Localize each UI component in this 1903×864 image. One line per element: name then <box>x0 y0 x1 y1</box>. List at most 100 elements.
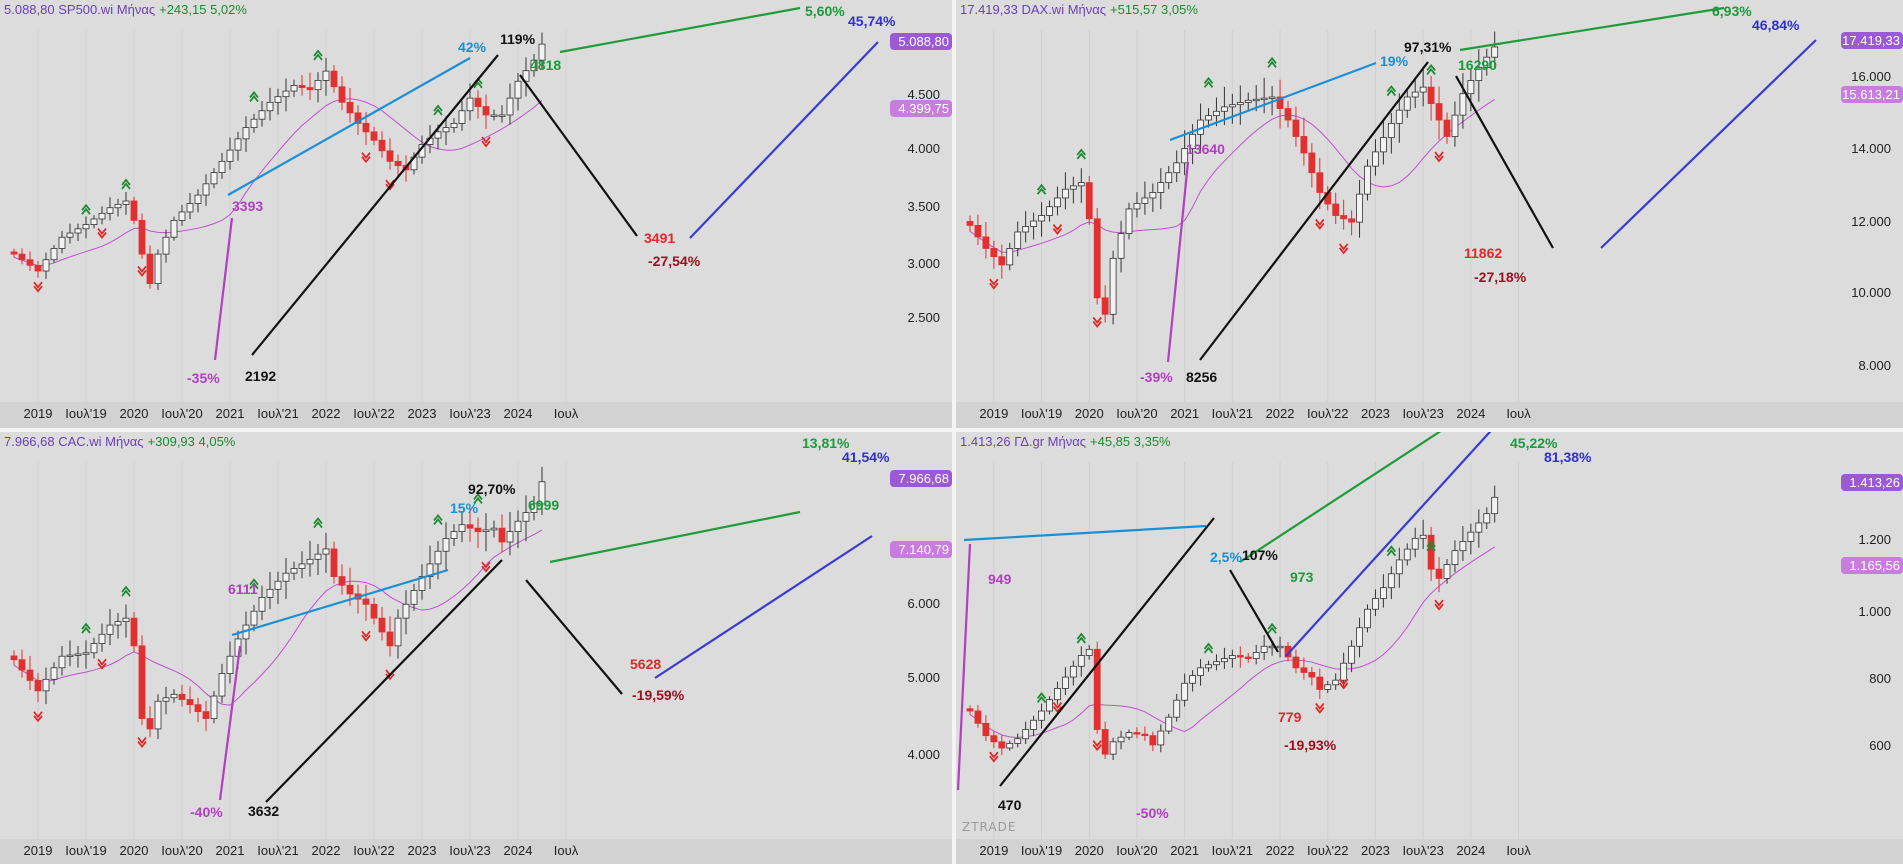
up-candle <box>1483 513 1491 524</box>
up-candle <box>1356 627 1363 647</box>
trough-down-chevron-icon <box>1092 740 1102 752</box>
up-candle <box>98 633 106 644</box>
x-tick-label: Ιουλ'19 <box>65 406 106 421</box>
trough-down-chevron-icon <box>97 658 107 670</box>
down-candle <box>1443 119 1451 137</box>
down-candle <box>1300 136 1308 154</box>
chart-annotation-label: 41,54% <box>842 449 890 465</box>
peak-up-chevron-icon <box>1203 76 1214 88</box>
chart-annotation-label: 2,5% <box>1210 549 1242 565</box>
up-candle <box>450 531 458 539</box>
down-candle <box>990 735 998 743</box>
x-tick-label: 2023 <box>408 843 437 858</box>
trough-down-chevron-icon <box>1338 678 1349 690</box>
athex-chart: 2019 Ιουλ'19 2020 Ιουλ'20 2021 Ιουλ'21 2022 Ιου… <box>956 432 1903 864</box>
down-candle <box>10 251 18 255</box>
cac-chart: 2019 Ιουλ'19 2020 Ιουλ'20 2021 Ιουλ'21 2022 Ιου… <box>0 435 952 864</box>
up-candle <box>154 253 162 285</box>
peak-up-chevron-icon <box>313 517 323 529</box>
trough-down-chevron-icon <box>97 227 107 239</box>
x-tick-label: 2024 <box>504 406 533 421</box>
x-tick-label: Ιουλ <box>1506 843 1531 858</box>
trend-line <box>251 54 499 356</box>
athex-title: 1.413,26 ΓΔ.gr Μήνας <box>960 434 1087 449</box>
trend-line <box>559 6 801 54</box>
peak-up-chevron-icon <box>1036 692 1047 704</box>
chart-annotation-label: 45,22% <box>1510 435 1558 451</box>
up-candle <box>1340 662 1348 681</box>
trend-line <box>1600 39 1817 249</box>
up-candle <box>1046 699 1053 712</box>
x-tick-label: 2019 <box>24 843 53 858</box>
chart-annotation-label: 5628 <box>630 656 661 672</box>
moving-average-line <box>13 98 543 267</box>
up-candle <box>1451 114 1459 137</box>
trend-line <box>1239 432 1442 563</box>
chart-annotation-label: 3393 <box>232 198 263 214</box>
athex-chart-panel[interactable]: 2019 Ιουλ'19 2020 Ιουλ'20 2021 Ιουλ'21 2022 Ιου… <box>956 432 1903 864</box>
ztrade-watermark: ZTRADE <box>962 820 1017 834</box>
up-candle <box>1324 684 1332 690</box>
up-candle <box>514 80 522 99</box>
up-candle <box>1395 559 1403 575</box>
up-candle <box>1205 664 1212 669</box>
up-candle <box>522 512 530 522</box>
down-candle <box>26 259 34 266</box>
up-candle <box>1038 710 1045 721</box>
up-candle <box>258 596 266 612</box>
up-candle <box>1030 220 1037 227</box>
sp500-chart: 2019 Ιουλ'19 2020 Ιουλ'20 2021 Ιουλ'21 2022 Ιου… <box>0 3 952 428</box>
up-candle <box>1419 534 1427 539</box>
cac-title: 7.966,68 CAC.wi Μήνας <box>4 434 144 449</box>
up-candle <box>1364 165 1371 195</box>
up-candle <box>1173 162 1181 174</box>
x-tick-label: 2021 <box>216 406 245 421</box>
up-candle <box>1443 564 1451 579</box>
down-candle <box>202 711 210 719</box>
up-candle <box>1459 541 1467 552</box>
down-candle <box>1093 648 1101 730</box>
up-candle <box>50 248 58 261</box>
trend-line <box>218 645 242 801</box>
cac-chart-panel[interactable]: 2019 Ιουλ'19 2020 Ιουλ'20 2021 Ιουλ'21 2022 Ιου… <box>0 432 952 864</box>
down-candle <box>1292 119 1300 137</box>
up-candle <box>1125 732 1133 738</box>
x-tick-label: 2024 <box>1456 843 1485 858</box>
up-candle <box>1403 96 1411 111</box>
up-candle <box>1387 122 1395 139</box>
dax-chart-panel[interactable]: 2019 Ιουλ'19 2020 Ιουλ'20 2021 Ιουλ'21 2022 Ιου… <box>956 0 1903 428</box>
up-candle <box>1006 248 1014 266</box>
dax-header: 17.419,33 DAX.wi Μήνας +515,57 3,05% <box>960 2 1198 17</box>
down-candle <box>1101 729 1109 755</box>
peak-up-chevron-icon <box>121 585 131 597</box>
up-candle <box>458 110 466 124</box>
down-candle <box>1427 86 1435 104</box>
y-tick-label: 12.000 <box>1851 214 1891 229</box>
down-candle <box>982 722 990 737</box>
peak-up-chevron-icon <box>249 90 259 102</box>
chart-annotation-label: 81,38% <box>1544 449 1592 465</box>
y-tick-label: 2.500 <box>907 310 940 325</box>
trough-down-chevron-icon <box>989 278 999 290</box>
up-candle <box>514 520 522 533</box>
chart-annotation-label: 16290 <box>1458 57 1497 73</box>
ma-tag-label: 7.140,79 <box>898 542 949 557</box>
x-tick-label: Ιουλ'23 <box>1402 406 1443 421</box>
down-candle <box>10 655 18 661</box>
down-candle <box>330 70 338 88</box>
up-candle <box>522 70 530 82</box>
up-candle <box>314 553 322 560</box>
down-candle <box>378 617 386 633</box>
sp500-chart-panel[interactable]: 2019 Ιουλ'19 2020 Ιουλ'20 2021 Ιουλ'21 2022 Ιου… <box>0 0 952 428</box>
peak-up-chevron-icon <box>473 493 483 505</box>
trend-line <box>689 41 879 239</box>
up-candle <box>1181 148 1189 164</box>
trend-line <box>227 57 471 196</box>
up-candle <box>1372 598 1379 610</box>
up-candle <box>106 624 114 635</box>
trend-line <box>1166 161 1190 363</box>
up-candle <box>282 572 290 582</box>
up-candle <box>1125 208 1133 235</box>
up-candle <box>490 114 498 117</box>
up-candle <box>1244 99 1252 103</box>
